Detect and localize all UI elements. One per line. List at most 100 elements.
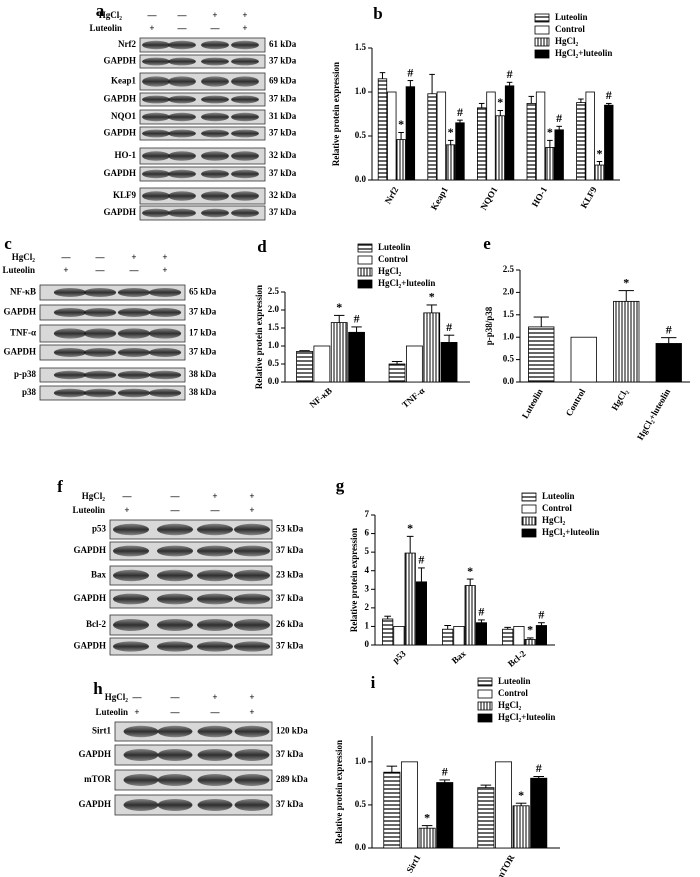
bar xyxy=(613,300,640,383)
blot-band xyxy=(83,370,117,380)
blot-size: 37 kDa xyxy=(276,593,304,603)
bar xyxy=(396,139,406,181)
blot-band xyxy=(157,523,193,536)
blot-size: 53 kDa xyxy=(276,524,304,534)
legend-label: Control xyxy=(498,688,528,698)
blot-band xyxy=(157,619,193,631)
blot-size: 37 kDa xyxy=(269,56,297,66)
blot-band xyxy=(83,388,117,398)
bar xyxy=(464,585,476,646)
blot-band xyxy=(157,593,193,605)
legend-swatch xyxy=(357,243,373,253)
y-tick-label: 2.0 xyxy=(268,304,280,314)
legend-label: HgCl₂+luteolin xyxy=(555,48,612,58)
bar xyxy=(576,102,586,181)
significance-mark: # xyxy=(507,67,513,81)
y-tick-label: 0.0 xyxy=(268,376,280,386)
blot-size: 31 kDa xyxy=(269,111,297,121)
blot-size: 120 kDa xyxy=(276,726,308,736)
blot-band xyxy=(123,749,159,761)
bar xyxy=(535,91,546,181)
y-tick-label: 0.0 xyxy=(355,174,367,184)
blot-band xyxy=(168,76,196,87)
y-tick-label: 2.5 xyxy=(268,286,280,296)
legend-label: HgCl₂+luteolin xyxy=(498,712,555,722)
x-tick-label: Control xyxy=(564,387,588,418)
blot-band xyxy=(148,288,182,297)
bar xyxy=(486,91,496,181)
blot-band xyxy=(197,569,233,582)
x-tick-label: KLF9 xyxy=(579,185,599,210)
blot-band xyxy=(53,348,87,357)
bar xyxy=(513,626,525,646)
blot-size: 26 kDa xyxy=(276,619,304,629)
significance-mark: * xyxy=(448,125,454,139)
blot-band xyxy=(168,40,196,50)
bar xyxy=(453,626,465,646)
bar xyxy=(455,122,465,181)
blot-row-label: GAPDH xyxy=(74,641,107,651)
blot-size: 37 kDa xyxy=(269,94,297,104)
blot-row-label: GAPDH xyxy=(79,799,112,809)
legend-swatch xyxy=(534,49,550,59)
y-tick-label: 1.5 xyxy=(268,322,280,332)
blot-band xyxy=(117,348,151,357)
y-tick-label: 0.5 xyxy=(503,354,515,364)
blot-band xyxy=(148,328,182,339)
legend-swatch xyxy=(534,37,550,47)
x-tick-label: Keap1 xyxy=(429,185,450,212)
legend-swatch xyxy=(534,25,550,35)
blot-band xyxy=(234,619,270,631)
x-tick-label: NQO1 xyxy=(478,185,499,212)
significance-mark: # xyxy=(538,607,544,621)
blot-band xyxy=(197,523,233,536)
blot-band xyxy=(168,57,196,66)
bar xyxy=(388,363,406,383)
bar xyxy=(387,91,397,181)
blot-band xyxy=(231,76,259,87)
bar xyxy=(393,626,405,646)
significance-mark: # xyxy=(478,605,484,619)
y-axis-label: Relative protein expression xyxy=(334,740,344,844)
legend-label: Control xyxy=(378,254,408,264)
legend-swatch xyxy=(521,528,537,538)
blot-band xyxy=(168,112,196,122)
treatment-sign: — xyxy=(95,265,106,275)
bar xyxy=(526,103,536,181)
legend-label: HgCl₂ xyxy=(555,36,579,46)
blot-band xyxy=(148,308,182,317)
panel-letter: b xyxy=(373,4,382,23)
blot-band xyxy=(197,593,233,605)
bar xyxy=(442,628,454,646)
bar xyxy=(604,104,614,181)
blot-row-label: GAPDH xyxy=(104,94,137,104)
y-tick-label: 0.5 xyxy=(355,130,367,140)
bar xyxy=(418,827,436,849)
blot-row-label: p38 xyxy=(22,387,37,397)
blot-size: 37 kDa xyxy=(189,307,217,317)
treatment-sign: — xyxy=(210,505,221,515)
bar xyxy=(585,91,595,181)
legend-label: HgCl₂ xyxy=(498,700,522,710)
blot-band xyxy=(142,208,170,218)
blot-row-label: HO-1 xyxy=(115,150,137,160)
blot-band xyxy=(142,76,170,87)
bar xyxy=(313,345,331,383)
blot-size: 37 kDa xyxy=(189,347,217,357)
panel-letter: a xyxy=(96,1,105,20)
blot-band xyxy=(234,749,270,761)
blot-size: 289 kDa xyxy=(276,774,308,784)
blot-row-label: Nrf2 xyxy=(118,39,136,49)
panel-letter: d xyxy=(257,237,267,256)
blot-band xyxy=(157,749,193,761)
blot-band xyxy=(113,545,149,557)
blot-row-label: GAPDH xyxy=(104,207,137,217)
y-tick-label: 1.0 xyxy=(503,331,515,341)
x-tick-label: HO-1 xyxy=(530,185,550,209)
y-tick-label: 0.5 xyxy=(355,799,367,809)
y-tick-label: 2.5 xyxy=(503,264,515,274)
x-tick-label: Bcl-2 xyxy=(506,648,528,669)
x-tick-label: Sirt1 xyxy=(404,853,422,875)
blot-band xyxy=(157,545,193,557)
blot-band xyxy=(201,76,229,87)
